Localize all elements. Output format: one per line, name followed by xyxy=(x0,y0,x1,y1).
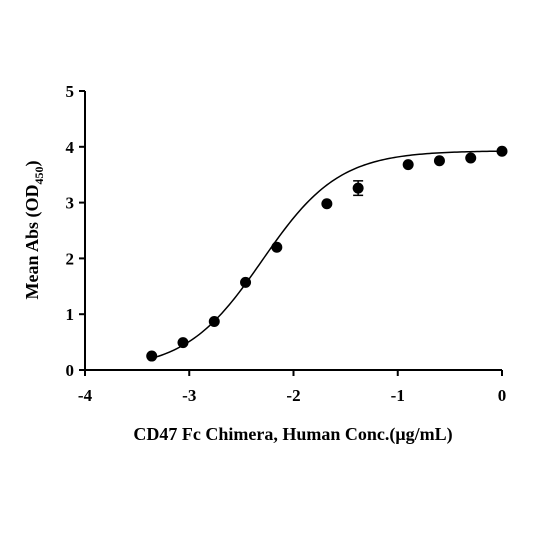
x-tick-label: -4 xyxy=(78,386,93,405)
data-point xyxy=(240,276,252,288)
y-axis-title-main: Mean Abs (OD xyxy=(22,184,43,299)
y-tick-label: 4 xyxy=(66,138,75,157)
y-tick-label: 1 xyxy=(66,305,75,324)
data-point xyxy=(321,198,333,210)
data-point xyxy=(271,241,283,253)
data-point xyxy=(208,315,220,327)
data-point xyxy=(465,152,477,164)
x-tick-label: -2 xyxy=(286,386,300,405)
y-axis-title-subscript: 450 xyxy=(32,166,46,184)
y-tick-label: 2 xyxy=(66,249,75,268)
data-point xyxy=(146,350,158,362)
axes: 0 1 2 3 4 5 -4 -3 -2 -1 0 xyxy=(66,82,507,405)
fit-curve xyxy=(151,150,503,360)
data-points xyxy=(146,145,508,362)
y-axis-title-close: ) xyxy=(22,160,43,166)
y-tick-label: 5 xyxy=(66,82,75,101)
x-tick-label: 0 xyxy=(498,386,507,405)
data-point xyxy=(352,182,364,194)
y-ticks: 0 1 2 3 4 5 xyxy=(66,82,85,380)
y-axis-title: Mean Abs (OD450) xyxy=(22,160,46,299)
x-tick-label: -1 xyxy=(391,386,405,405)
y-tick-label: 3 xyxy=(66,194,75,213)
x-axis-title: CD47 Fc Chimera, Human Conc.(μg/mL) xyxy=(133,424,452,445)
plot-area xyxy=(146,145,508,362)
x-tick-label: -3 xyxy=(182,386,196,405)
data-point xyxy=(433,155,445,167)
data-point xyxy=(402,159,414,171)
data-point xyxy=(177,337,189,349)
data-point xyxy=(496,145,508,157)
y-tick-label: 0 xyxy=(66,361,75,380)
x-ticks: -4 -3 -2 -1 0 xyxy=(78,370,506,405)
